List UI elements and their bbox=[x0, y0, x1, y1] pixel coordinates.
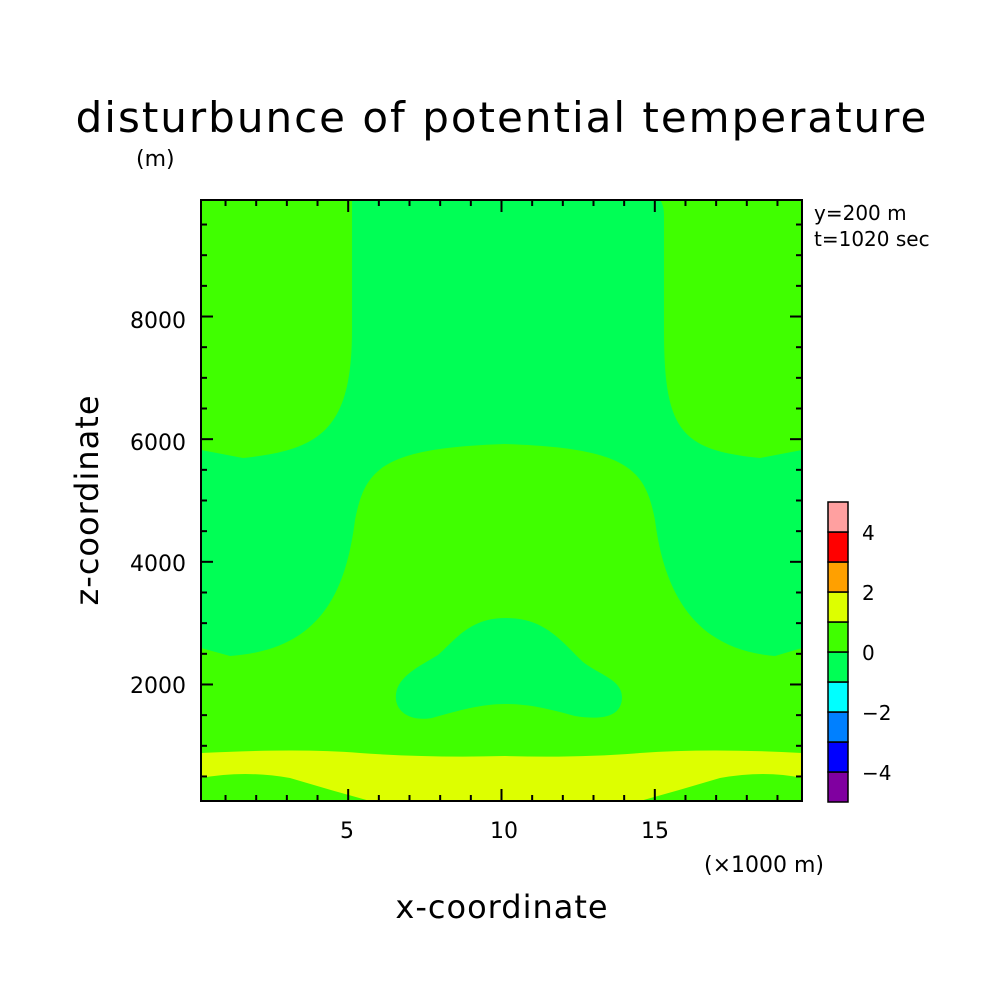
y-tick-label-6000: 6000 bbox=[130, 431, 186, 456]
axis-ticks bbox=[201, 200, 802, 801]
colorbar bbox=[827, 501, 849, 803]
colorbar-label-2: 2 bbox=[862, 581, 875, 605]
x-unit-label: (×1000 m) bbox=[704, 853, 824, 878]
colorbar-cell bbox=[827, 681, 849, 713]
colorbar-cell bbox=[827, 711, 849, 743]
title-unit: (m) bbox=[136, 147, 175, 172]
y-tick-label-8000: 8000 bbox=[130, 309, 186, 334]
y-tick-labels: 2000 4000 6000 8000 bbox=[130, 309, 186, 699]
y-tick-label-2000: 2000 bbox=[130, 674, 186, 699]
colorbar-cell bbox=[827, 531, 849, 563]
plot-area bbox=[201, 200, 802, 801]
colorbar-cell bbox=[827, 651, 849, 683]
colorbar-label-minus-4: −4 bbox=[862, 761, 891, 785]
annotation-t: t=1020 sec bbox=[814, 227, 930, 251]
colorbar-cell bbox=[827, 501, 849, 533]
chart-title: disturbunce of potential temperature bbox=[76, 93, 929, 142]
x-tick-label-5: 5 bbox=[340, 819, 354, 844]
x-axis-label: x-coordinate bbox=[395, 888, 608, 926]
colorbar-cell bbox=[827, 771, 849, 803]
colorbar-cell bbox=[827, 561, 849, 593]
x-tick-label-15: 15 bbox=[641, 819, 669, 844]
x-tick-label-10: 10 bbox=[490, 819, 518, 844]
contour-region-central-column bbox=[201, 200, 802, 656]
colorbar-label-0: 0 bbox=[862, 641, 875, 665]
colorbar-cell bbox=[827, 741, 849, 773]
x-tick-labels: 5 10 15 bbox=[340, 819, 669, 844]
colorbar-cell bbox=[827, 591, 849, 623]
colorbar-cell bbox=[827, 621, 849, 653]
contour-region-low-bubble bbox=[395, 618, 622, 719]
y-axis-label: z-coordinate bbox=[68, 394, 106, 605]
colorbar-tick-labels: 4 2 0 −2 −4 bbox=[862, 521, 891, 785]
contour-region-near-surface-band bbox=[201, 750, 802, 801]
colorbar-label-minus-2: −2 bbox=[862, 701, 891, 725]
annotation-y: y=200 m bbox=[814, 201, 907, 225]
y-tick-label-4000: 4000 bbox=[130, 552, 186, 577]
colorbar-label-4: 4 bbox=[862, 521, 875, 545]
